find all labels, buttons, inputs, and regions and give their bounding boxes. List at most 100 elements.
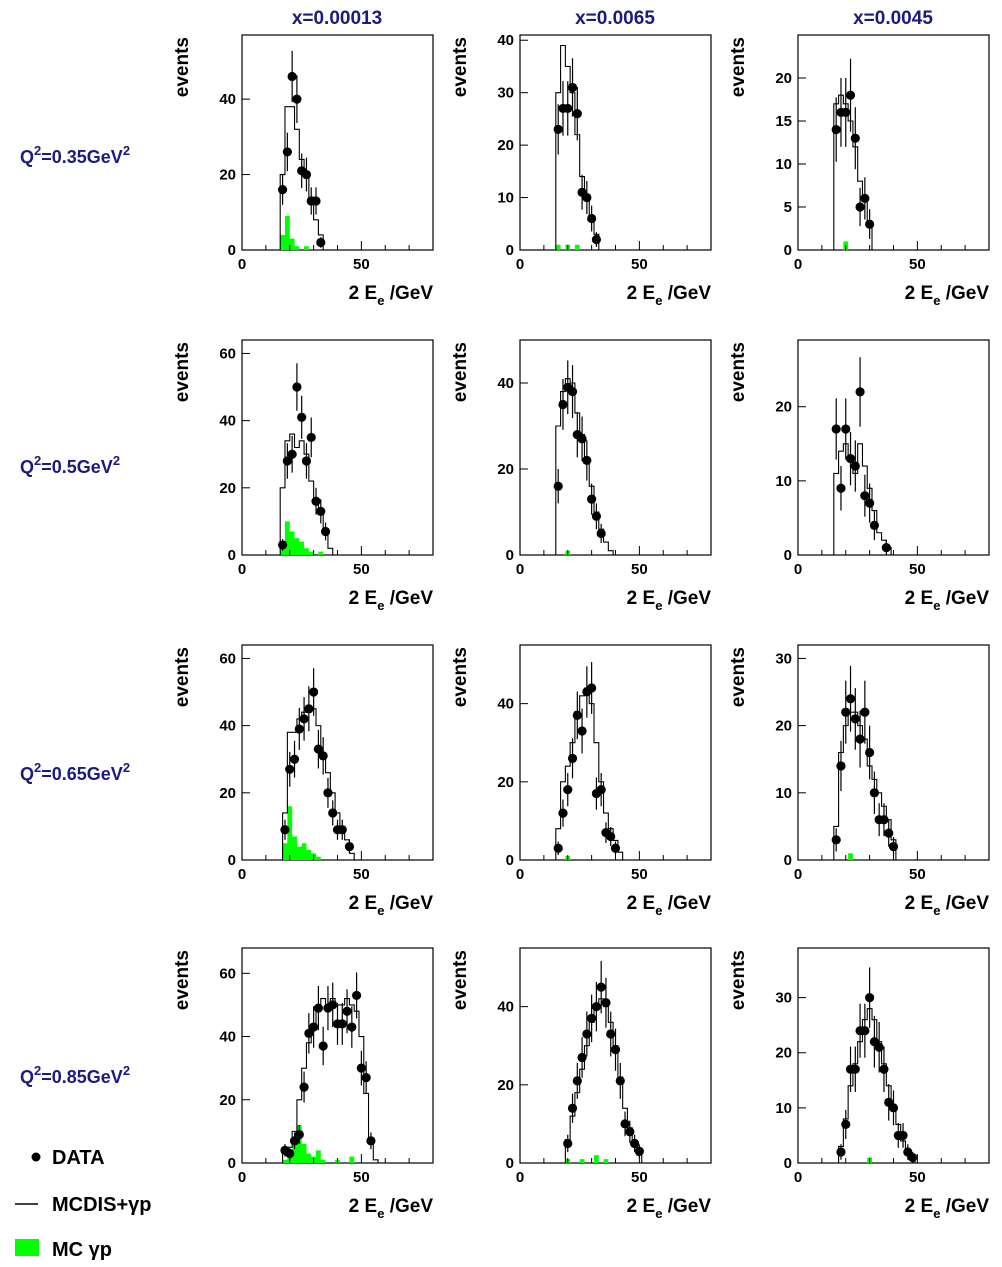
y-axis-label: events [728,950,749,1010]
x-tick-label: 0 [238,866,246,883]
data-point [596,982,606,992]
data-point [855,387,865,397]
x-tick-label: 0 [794,1169,802,1186]
row-label-1-value: =0.35GeV [41,147,123,167]
y-tick-label: 0 [784,547,792,564]
data-point [596,528,606,539]
x-axis-label: 2 Ee /GeV [905,588,990,613]
x-tick-label: 0 [238,561,246,578]
data-point [344,841,355,852]
y-tick-label: 40 [219,1029,236,1046]
data-point [577,726,587,736]
data-point [865,993,875,1003]
data-point [304,1028,314,1038]
data-point [572,1076,582,1086]
panel-frame [519,34,712,251]
y-axis-label: events [450,647,471,707]
row-label-1: Q2=0.35GeV2 [20,143,130,167]
mc-gp-histogram [565,1155,609,1163]
y-tick-label: 0 [784,852,792,869]
row-label-3-sup1: 2 [34,760,41,775]
data-point [558,808,568,818]
panel-r4-c1: 0 20 40 60 0 50 events 2 Ee /GeV [172,947,434,1221]
mc-gp-histogram [280,521,324,555]
data-point [865,747,875,758]
x-tick-label: 50 [631,561,648,578]
data-point [908,1152,918,1163]
row-label-4-sup2: 2 [123,1063,130,1078]
x-axis-label: 2 Ee /GeV [905,1196,990,1221]
panel-r3-c2: 0 20 40 0 50 events 2 Ee /GeV [450,644,712,918]
data-point [865,498,875,508]
data-point [587,683,597,693]
x-axis-label: 2 Ee /GeV [905,893,990,918]
data-point [567,1103,578,1113]
mc-dis-histogram [833,711,901,861]
mc-dis-histogram [555,44,604,251]
data-point [587,1013,597,1023]
data-point [294,1129,304,1140]
data-point [289,1136,300,1146]
x-axis-label: 2 Ee /GeV [627,588,712,613]
x-axis-label: 2 Ee /GeV [627,283,712,308]
data-point [591,234,602,245]
legend-gp-marker [15,1239,39,1256]
column-title-1: x=0.00013 [292,8,382,29]
x-tick-label: 0 [516,561,524,578]
data-point [294,724,304,734]
data-point [306,432,316,443]
x-tick-label: 0 [238,256,246,273]
x-tick-label: 50 [353,1169,370,1186]
y-tick-label: 40 [497,999,514,1016]
y-tick-label: 10 [775,473,792,490]
row-label-4-main: Q [20,1067,34,1087]
legend-data-label: DATA [52,1147,105,1169]
y-tick-label: 0 [506,547,514,564]
x-tick-label: 50 [631,256,648,273]
data-point [361,1073,371,1083]
panel-frame [519,339,712,556]
x-tick-label: 0 [238,1169,246,1186]
data-point [282,147,292,157]
data-point [301,169,312,180]
data-point [356,1063,366,1073]
data-point [620,1119,630,1129]
data-point [591,511,602,521]
data-point [845,90,856,100]
data-point [558,399,568,410]
row-label-2-value: =0.5GeV [41,457,113,477]
data-point [879,815,889,825]
x-axis-label: 2 Ee /GeV [905,283,990,308]
data-point [860,707,870,717]
row-label-2-sup2: 2 [113,453,120,468]
y-axis-label: events [172,342,193,402]
y-tick-label: 40 [497,696,514,713]
y-axis-label: events [450,37,471,97]
data-point [831,835,841,845]
y-tick-label: 20 [497,137,514,154]
data-point [831,424,841,434]
data-point [289,754,300,764]
data-point [311,496,321,506]
panel-r2-c1: 0 20 40 60 0 50 events 2 Ee /GeV [172,339,434,613]
y-tick-label: 40 [219,413,236,430]
row-label-3-value: =0.65GeV [41,764,123,784]
data-point [342,1006,352,1016]
y-tick-label: 40 [219,718,236,735]
row-label-4-sup1: 2 [34,1063,41,1078]
y-tick-label: 5 [784,199,792,216]
row-label-1-main: Q [20,147,34,167]
data-point [318,751,328,761]
data-point [860,1026,870,1036]
data-point [297,412,307,422]
x-tick-label: 50 [909,561,926,578]
y-tick-label: 20 [775,1045,792,1062]
y-tick-label: 20 [775,718,792,735]
mc-gp-histogram [280,216,309,250]
data-point [836,1147,846,1157]
data-point [850,1064,860,1074]
data-point [884,828,894,838]
data-point [287,449,297,459]
data-point [567,387,578,397]
y-tick-label: 40 [219,91,236,108]
